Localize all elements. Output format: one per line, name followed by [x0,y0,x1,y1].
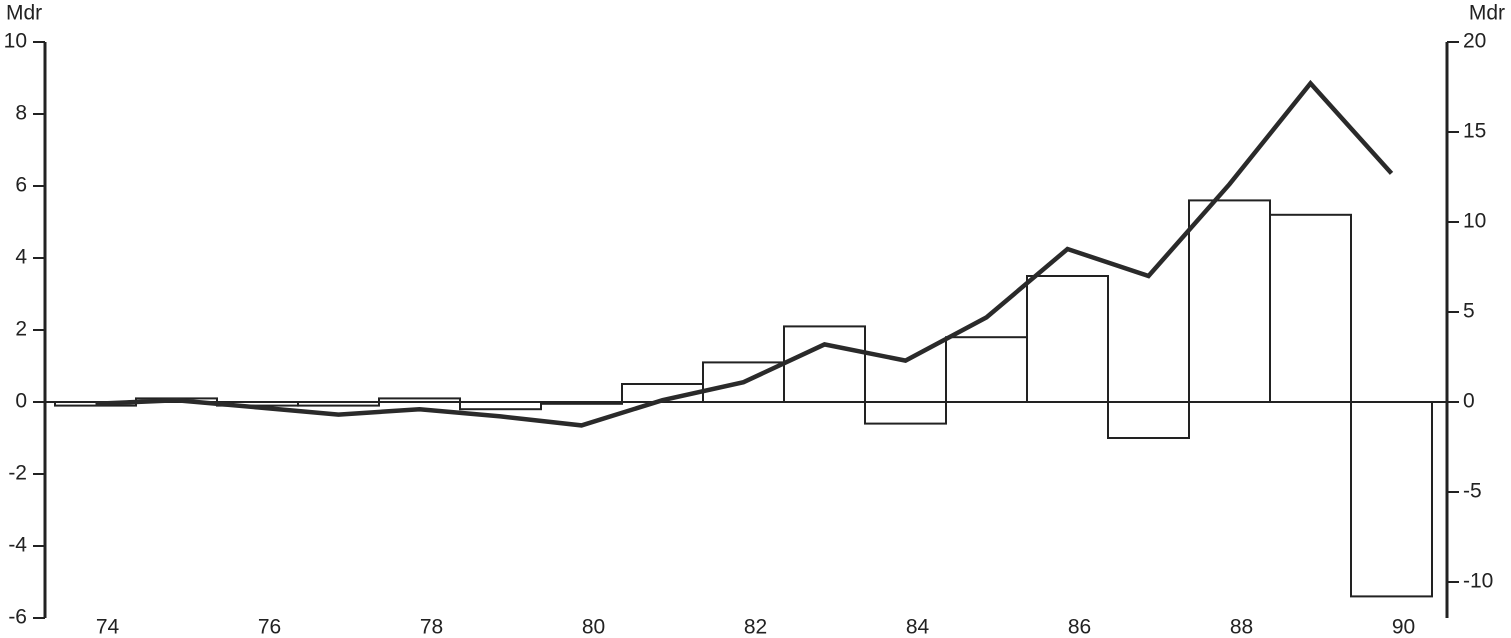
x-tick-label: 78 [420,616,443,638]
y-tick-label: -4 [8,534,27,557]
y2-tick-label: 15 [1463,120,1486,143]
bar [1107,401,1190,439]
bar [864,401,947,425]
y-tick-label: -6 [8,606,27,629]
x-tick-label: 90 [1392,616,1415,638]
x-tick-label: 74 [96,616,120,638]
bar [1269,213,1352,403]
y-tick-label: 2 [15,318,27,341]
y-axis-title: Mdr [6,2,42,25]
y-tick-label: 10 [4,30,27,53]
x-tick-label: 84 [906,616,930,638]
line [95,79,1394,428]
y-tick-label: -2 [8,462,27,485]
y2-tick-label: -5 [1463,480,1482,503]
bar [945,336,1028,404]
x-tick-label: 80 [582,616,605,638]
x-tick-label: 88 [1230,616,1253,638]
y-tick-label: 0 [15,390,27,413]
bar [783,325,866,403]
bar [1188,199,1271,403]
y-tick-label: 4 [15,246,27,269]
x-tick-label: 86 [1068,616,1091,638]
y-tick-label: 8 [15,102,27,125]
y-tick-label: 6 [15,174,27,197]
y2-tick-label: 5 [1463,300,1475,323]
y2-axis-title: Mdr [1469,2,1505,25]
y2-tick-label: 10 [1463,210,1486,233]
bar [459,401,542,411]
x-tick-label: 82 [744,616,767,638]
y2-tick-label: -10 [1463,570,1493,593]
bar [1350,401,1433,598]
y2-tick-label: 20 [1463,30,1486,53]
x-tick-label: 76 [258,616,281,638]
y2-tick-label: 0 [1463,390,1475,413]
bar [1026,275,1109,403]
